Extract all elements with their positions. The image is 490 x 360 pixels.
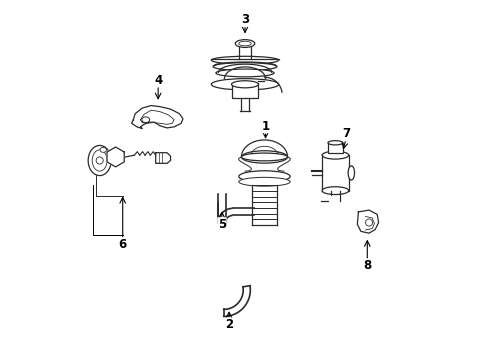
Polygon shape	[107, 147, 124, 167]
Text: 6: 6	[119, 238, 127, 251]
Ellipse shape	[92, 150, 107, 171]
Ellipse shape	[88, 145, 111, 176]
Ellipse shape	[239, 41, 251, 46]
Ellipse shape	[235, 40, 255, 48]
Text: 4: 4	[154, 73, 162, 86]
Ellipse shape	[242, 153, 288, 161]
Ellipse shape	[211, 78, 279, 90]
Polygon shape	[219, 194, 225, 222]
Text: 2: 2	[225, 318, 233, 331]
Ellipse shape	[211, 56, 279, 64]
Polygon shape	[219, 208, 233, 222]
Text: 7: 7	[342, 127, 350, 140]
Polygon shape	[224, 286, 250, 316]
Ellipse shape	[322, 151, 349, 159]
Circle shape	[96, 157, 103, 164]
Ellipse shape	[239, 177, 290, 186]
Ellipse shape	[142, 117, 149, 123]
Text: 8: 8	[363, 259, 371, 272]
Bar	[232, 83, 258, 98]
Text: 5: 5	[218, 218, 226, 231]
Ellipse shape	[213, 63, 277, 71]
Text: 3: 3	[241, 13, 249, 26]
Polygon shape	[242, 140, 288, 157]
Polygon shape	[156, 153, 171, 163]
Bar	[328, 143, 343, 153]
Ellipse shape	[322, 187, 349, 194]
Ellipse shape	[328, 141, 343, 145]
Ellipse shape	[239, 171, 290, 182]
Text: 1: 1	[262, 120, 270, 132]
Circle shape	[366, 219, 372, 226]
Ellipse shape	[216, 69, 274, 77]
Ellipse shape	[348, 166, 355, 180]
Polygon shape	[132, 105, 183, 129]
Ellipse shape	[100, 147, 106, 152]
Polygon shape	[357, 210, 379, 233]
Ellipse shape	[242, 151, 288, 163]
Ellipse shape	[232, 81, 258, 88]
